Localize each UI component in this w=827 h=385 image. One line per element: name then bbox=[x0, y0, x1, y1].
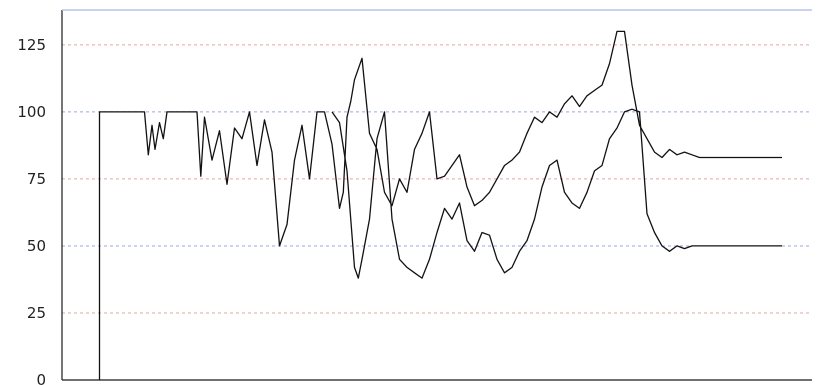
y-axis-ticks: 0 25 50 75 100 125 bbox=[17, 36, 46, 385]
y-tick-label: 125 bbox=[17, 36, 46, 54]
y-tick-label: 50 bbox=[27, 237, 46, 255]
series-line-2 bbox=[331, 108, 782, 279]
series-line-1 bbox=[98, 30, 782, 380]
y-tick-label: 25 bbox=[27, 304, 46, 322]
y-tick-label: 100 bbox=[17, 103, 46, 121]
y-tick-label: 75 bbox=[27, 170, 46, 188]
series bbox=[98, 30, 782, 380]
y-tick-label: 0 bbox=[36, 371, 46, 385]
